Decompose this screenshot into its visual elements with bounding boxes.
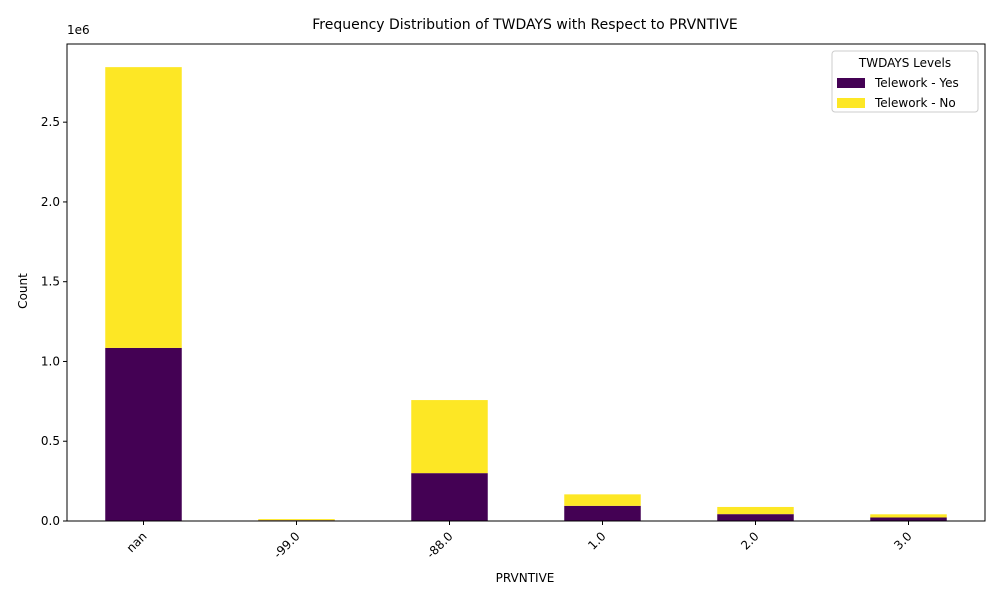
y-tick-label: 2.5	[41, 115, 60, 129]
bar-telework-yes-2	[411, 473, 488, 521]
bar-telework-yes-0	[105, 347, 182, 521]
legend-swatch	[837, 98, 865, 108]
bar-telework-yes-3	[564, 505, 641, 521]
x-tick-label: nan	[124, 529, 150, 555]
bar-telework-no-3	[564, 494, 641, 506]
y-tick-label: 1.5	[41, 275, 60, 289]
plot-frame	[66, 43, 986, 522]
legend-title: TWDAYS Levels	[858, 56, 951, 70]
axes-layer: 0.0 0.5 1.0 1.5 2.0 2.5 nan -99.0 -88.0 1.0 2.0 3.0	[41, 43, 986, 561]
x-tick-label: 3.0	[891, 529, 914, 552]
y-tick-label: 0.0	[41, 514, 60, 528]
legend-swatch	[837, 78, 865, 88]
bars-layer	[105, 67, 947, 521]
x-tick-label: -99.0	[271, 529, 303, 561]
legend-label: Telework - Yes	[874, 76, 959, 90]
x-axis-label: PRVNTIVE	[496, 571, 555, 585]
legend-box	[831, 50, 979, 113]
bar-telework-no-1	[258, 519, 335, 521]
legend: TWDAYS Levels Telework - Yes Telework - No	[831, 50, 979, 113]
y-axis-offset-label: 1e6	[67, 23, 90, 37]
y-tick-label: 0.5	[41, 434, 60, 448]
x-tick-label: 2.0	[738, 529, 761, 552]
y-tick-label: 2.0	[41, 195, 60, 209]
bar-telework-yes-5	[870, 517, 947, 521]
x-tick-label: -88.0	[424, 529, 456, 561]
bar-telework-no-0	[105, 67, 182, 348]
bar-telework-no-2	[411, 400, 488, 474]
x-tick-label: 1.0	[585, 529, 608, 552]
chart-title: Frequency Distribution of TWDAYS with Re…	[312, 17, 738, 33]
bar-telework-yes-4	[717, 514, 794, 521]
y-tick-label: 1.0	[41, 354, 60, 368]
bar-telework-no-5	[870, 514, 947, 518]
y-axis-label: Count	[16, 273, 30, 309]
bar-telework-no-4	[717, 506, 794, 515]
legend-label: Telework - No	[874, 96, 956, 110]
